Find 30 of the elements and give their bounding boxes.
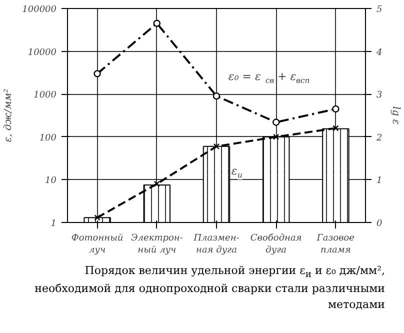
x-tick-label: Свободная дуга — [250, 232, 302, 256]
point — [213, 143, 220, 150]
point — [153, 20, 160, 27]
y-tick-label: 100000 — [22, 5, 57, 15]
point — [273, 134, 280, 140]
y-axis-title: ε, дж/мм² — [3, 88, 14, 142]
text: Порядок величин удельной энергии ε$_{и}$ и ε₀ дж/мм², необходимой для однопроходной сварки стали различными методами — [34, 263, 385, 313]
y2-tick-label: 5 — [376, 5, 382, 15]
y2-tick-label: 4 — [376, 48, 382, 58]
y-tick-label: 1000 — [34, 90, 57, 101]
point — [154, 180, 160, 187]
y2-tick-label: 1 — [376, 176, 382, 186]
y2-axis-title: lg ε — [390, 106, 402, 125]
y-tick-label: 100 — [39, 133, 57, 144]
point — [94, 214, 100, 221]
x-tick-label: Плазмен- ная дуга — [192, 234, 240, 256]
point — [94, 70, 101, 78]
x-tick-label: Газовое пламя — [316, 234, 355, 256]
y-tick-label: 10000 — [28, 48, 57, 58]
point — [332, 125, 339, 132]
y2-tick-label: 2 — [376, 133, 382, 144]
y2-tick-label: 0 — [376, 219, 382, 229]
x-tick-label: Электрон- ный луч — [130, 234, 183, 256]
point — [212, 92, 220, 100]
y-tick-label: 10 — [45, 176, 57, 186]
point — [332, 105, 340, 113]
point — [272, 118, 280, 126]
x-tick-label: Фотонный луч — [71, 234, 124, 256]
y-tick-label: 1 — [50, 219, 57, 229]
y2-tick-label: 3 — [376, 90, 382, 101]
